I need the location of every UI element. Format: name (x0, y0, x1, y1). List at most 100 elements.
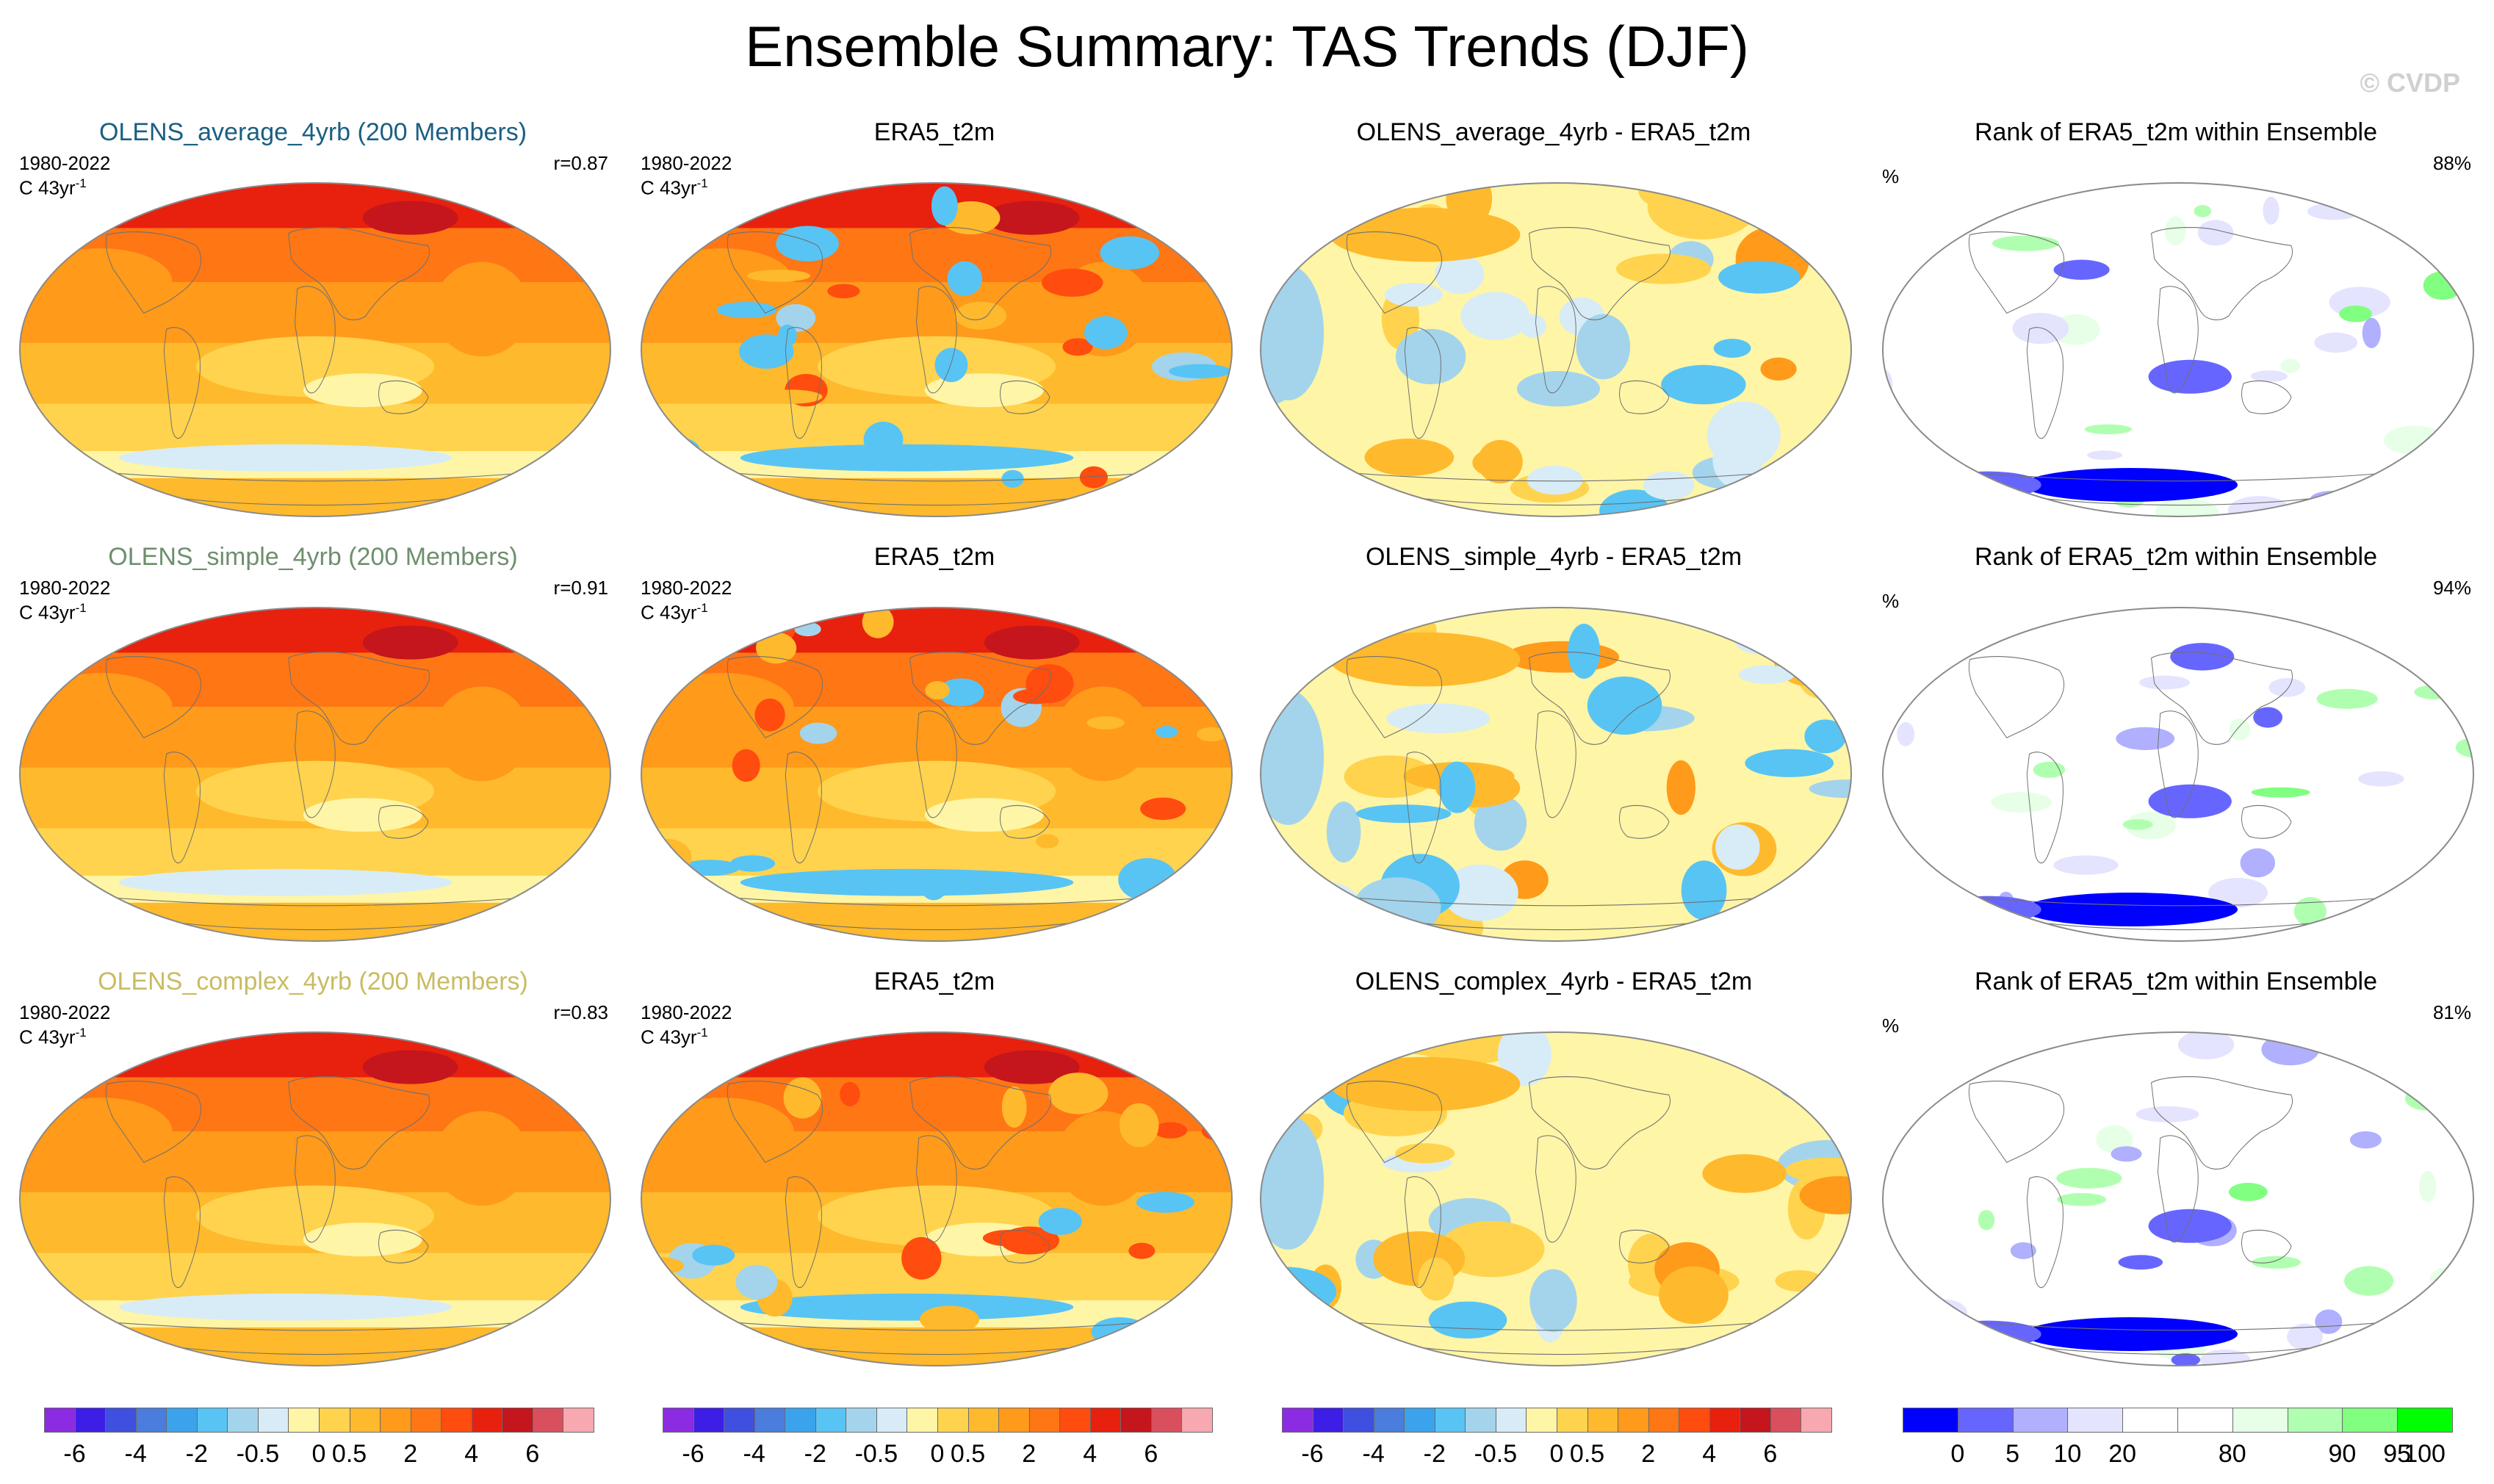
diff-anomaly-10 (1715, 824, 1760, 870)
coastline-2 (2241, 380, 2292, 414)
diff-anomaly-22 (1809, 779, 1851, 799)
colorbar-swatch (2012, 1408, 2069, 1433)
coastline-1 (2157, 710, 2199, 818)
period-label: 1980-2022 (19, 1001, 111, 1023)
rank-south-low-2 (1933, 896, 2041, 923)
units-text: % (1882, 1015, 1900, 1037)
diff-anomaly-21 (1527, 465, 1583, 495)
coastline-3 (105, 231, 201, 314)
colorbar-tick-label: 4 (1702, 1440, 1717, 1468)
arctic-hotspot-east (362, 1050, 458, 1084)
coastline-3 (1968, 1081, 2064, 1163)
colorbar-tick-label: 0 (930, 1440, 945, 1468)
coastline-0 (2151, 652, 2293, 745)
rank-patch-29 (2347, 1362, 2395, 1366)
trend-band-6 (641, 1327, 1232, 1366)
obs-anomaly-11 (1038, 1208, 1082, 1236)
diff-anomaly-8 (1261, 1036, 1336, 1103)
map-plot-rank (1882, 182, 2474, 517)
colorbar-swatch (105, 1408, 137, 1433)
rank-patch-22 (2404, 1087, 2447, 1111)
obs-anomaly-10 (954, 301, 1007, 330)
obs-anomaly-12 (754, 698, 785, 732)
obs-anomaly-4 (1086, 716, 1125, 730)
coastline-0 (288, 227, 430, 320)
obs-anomaly-20 (701, 1320, 728, 1340)
southern-ocean-band (118, 1293, 453, 1321)
rank-pacific-low (2148, 784, 2232, 818)
diff-anomaly-20 (1438, 761, 1476, 813)
diff-anomaly-13 (1261, 482, 1306, 516)
colorbar-swatch (349, 1408, 381, 1433)
panel-info: 1980-2022 C 43yr-1 (19, 153, 110, 198)
colorbar-tick-label: -0.5 (854, 1440, 898, 1468)
rank-patch-25 (2421, 455, 2465, 469)
units-label: C 43yr-1 (641, 1023, 732, 1048)
obs-anomaly-10 (1096, 1042, 1141, 1060)
colorbar-swatch (1089, 1408, 1122, 1433)
coastline-0 (1529, 652, 1671, 745)
arctic-hotspot-east (984, 1050, 1080, 1084)
coastline-4 (785, 327, 822, 439)
panel-info: 1980-2022 C 43yr-1 (641, 577, 732, 623)
rank-patch-19 (2314, 332, 2358, 353)
obs-anomaly-18 (716, 301, 777, 318)
colorbar-swatch (196, 1408, 228, 1433)
diff-anomaly-8 (1797, 648, 1844, 699)
colorbar-swatch (2397, 1408, 2453, 1433)
land-warm-west (651, 248, 794, 316)
rank-patch-29 (2084, 424, 2132, 435)
obs-anomaly-25 (919, 1305, 980, 1333)
panel-r3-c2: ERA5_t2m 1980-2022 C 43yr-1 (626, 967, 1243, 1386)
rank-patch-3 (1991, 792, 2052, 813)
colorbar-swatch (1495, 1408, 1527, 1433)
colorbar-tick-label: 0.5 (331, 1440, 367, 1468)
diff-anomaly-6 (1587, 676, 1662, 735)
colorbar-swatch (693, 1408, 725, 1433)
colorbar-swatch (2342, 1408, 2399, 1433)
units-exponent: -1 (75, 176, 87, 190)
coastline-1 (1535, 286, 1576, 394)
colorbar-swatch (380, 1408, 411, 1433)
period-label: 1980-2022 (19, 152, 111, 174)
rank-patch-7 (1922, 1299, 1967, 1327)
land-warm-west (29, 248, 173, 316)
rank-patch-20 (2111, 1146, 2142, 1162)
diff-anomaly-32 (1576, 314, 1631, 380)
colorbar-swatch (1181, 1408, 1213, 1433)
colorbar-tick-label: -6 (63, 1440, 86, 1468)
colorbar-tick-label: -0.5 (1474, 1440, 1518, 1468)
colorbar-swatch (257, 1408, 289, 1433)
colorbar-swatch (1465, 1408, 1496, 1433)
colorbar-swatch (785, 1408, 816, 1433)
obs-anomaly-8 (1084, 316, 1128, 350)
units-text: C 43yr (641, 601, 697, 624)
diff-north-warm (1330, 207, 1521, 262)
coastline-4 (1404, 327, 1441, 439)
rank-patch-23 (2197, 220, 2234, 246)
map-boundary (1260, 182, 1852, 517)
colorbar-swatch (663, 1408, 694, 1433)
colorbar-tick-label: 2 (1641, 1440, 1656, 1468)
colorbar-tick-label: 90 (2328, 1440, 2357, 1468)
units-exponent: -1 (75, 601, 87, 615)
colorbar-swatch (1801, 1408, 1832, 1433)
colorbar-tick-label: 0.5 (1569, 1440, 1605, 1468)
obs-anomaly-4 (840, 1081, 860, 1106)
coastline-4 (785, 752, 822, 864)
map-boundary (1260, 1031, 1852, 1366)
period-label: 1980-2022 (19, 577, 111, 599)
colorbar-swatch (1903, 1408, 1958, 1433)
map-plot-obs (641, 1031, 1233, 1366)
diff-anomaly-19 (1442, 864, 1518, 921)
panel-title: ERA5_t2m (873, 543, 995, 571)
units-label: C 43yr-1 (641, 173, 732, 198)
rank-patch-13 (2429, 1267, 2469, 1292)
colorbar-tick-label: 6 (1763, 1440, 1778, 1468)
colorbar-swatch (2232, 1408, 2288, 1433)
map-boundary (19, 607, 611, 942)
colorbar-tick-label: -4 (743, 1440, 765, 1468)
panel-title: ERA5_t2m (873, 118, 995, 146)
trend-band-0 (641, 608, 1232, 654)
colorbar-swatch (754, 1408, 786, 1433)
